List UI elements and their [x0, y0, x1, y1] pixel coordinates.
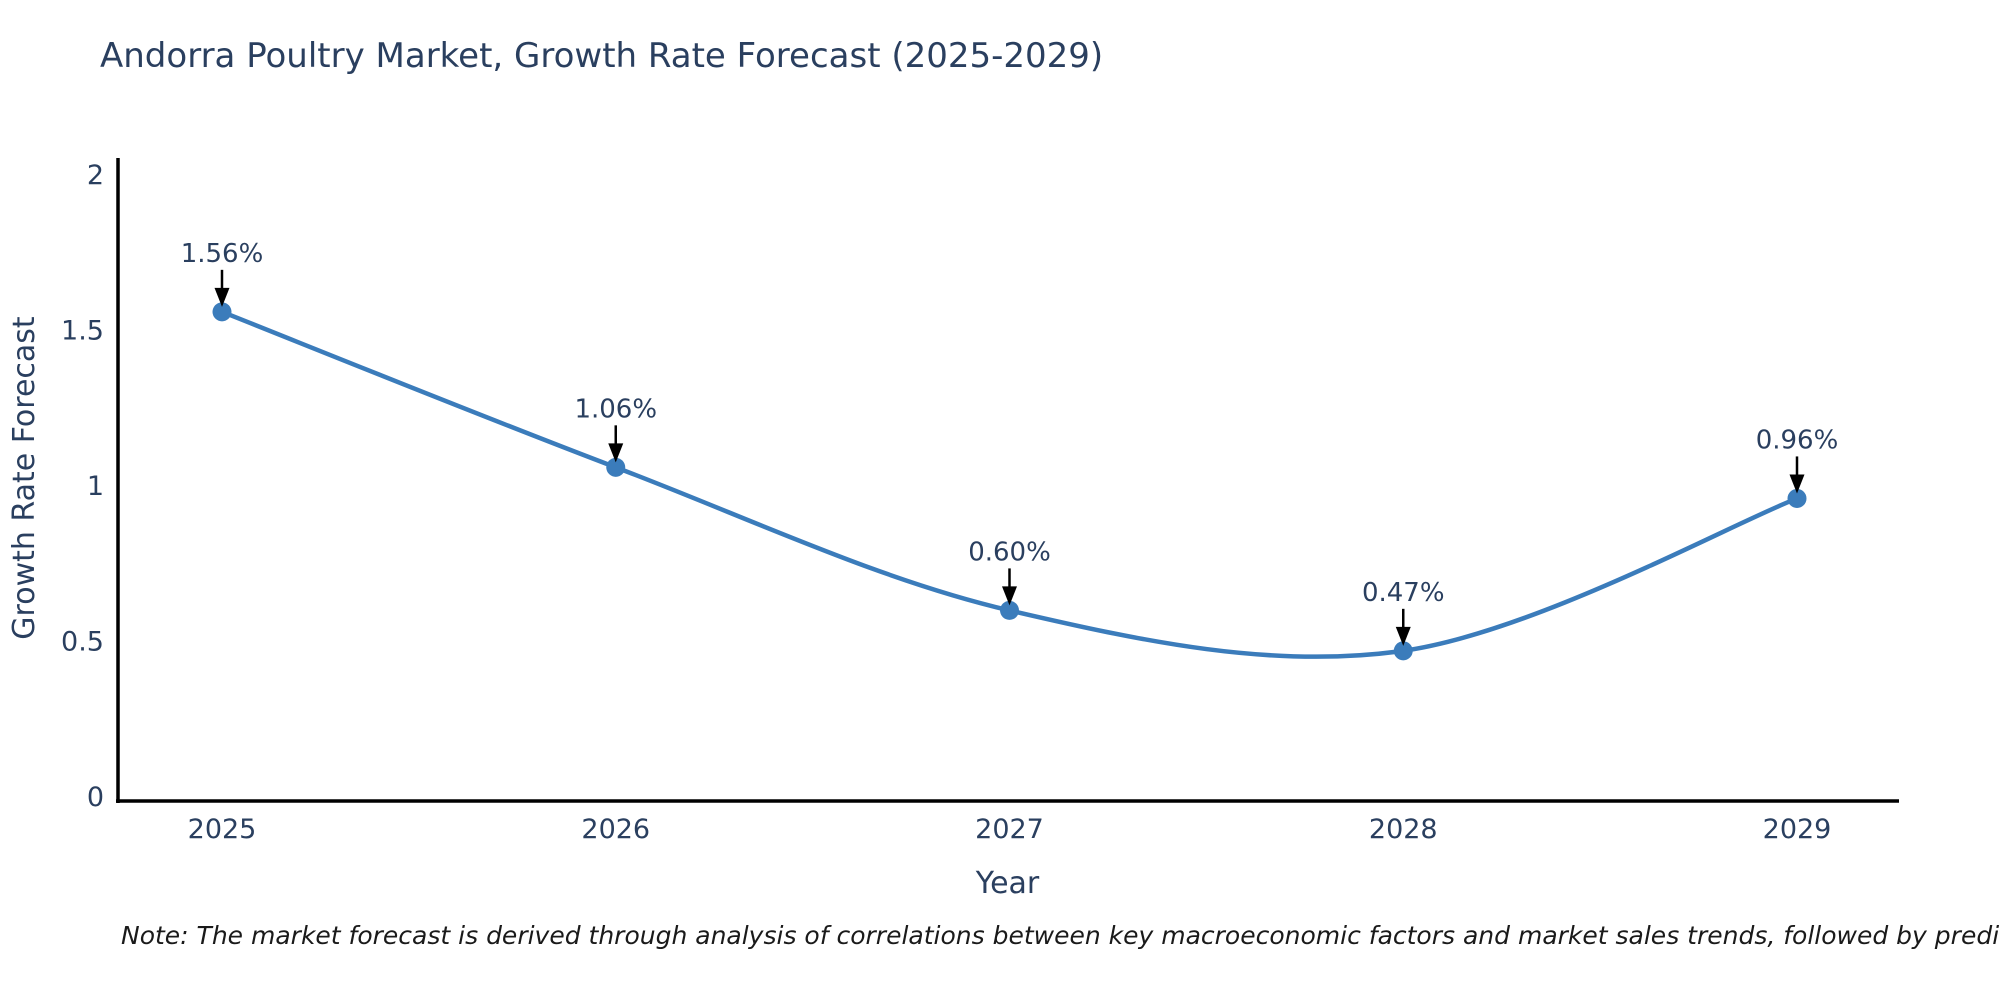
y-tick-label: 1.5 [61, 316, 104, 347]
annotation-arrowhead-icon [1395, 626, 1411, 646]
x-tick-label: 2027 [975, 814, 1044, 845]
x-tick-label: 2029 [1763, 814, 1832, 845]
annotation-arrowhead-icon [1002, 586, 1017, 606]
data-label: 1.56% [181, 239, 264, 269]
data-point-marker [1787, 488, 1807, 508]
footnote: Note: The market forecast is derived thr… [121, 921, 2000, 950]
data-label: 0.96% [1756, 425, 1839, 455]
annotation-arrowhead-icon [608, 443, 624, 463]
data-point-marker [1393, 641, 1413, 661]
data-label: 0.47% [1362, 578, 1445, 608]
data-label: 1.06% [574, 394, 657, 424]
x-tick-label: 2028 [1369, 814, 1438, 845]
x-axis-title: Year [975, 866, 1040, 901]
data-point-marker [606, 457, 626, 477]
chart-title: Andorra Poultry Market, Growth Rate Fore… [100, 36, 1104, 76]
y-tick-label: 0.5 [61, 627, 104, 658]
data-label: 0.60% [968, 537, 1051, 567]
y-tick-label: 1 [87, 471, 104, 502]
data-point-marker [1000, 600, 1019, 620]
x-tick-label: 2026 [581, 814, 650, 845]
y-tick-label: 2 [87, 160, 104, 191]
annotation-arrowhead-icon [214, 287, 230, 307]
y-axis-title: Growth Rate Forecast [7, 316, 42, 640]
data-point-marker [212, 302, 232, 322]
y-tick-label: 0 [87, 782, 104, 813]
x-tick-label: 2025 [188, 814, 257, 845]
annotation-arrowhead-icon [1789, 474, 1805, 494]
